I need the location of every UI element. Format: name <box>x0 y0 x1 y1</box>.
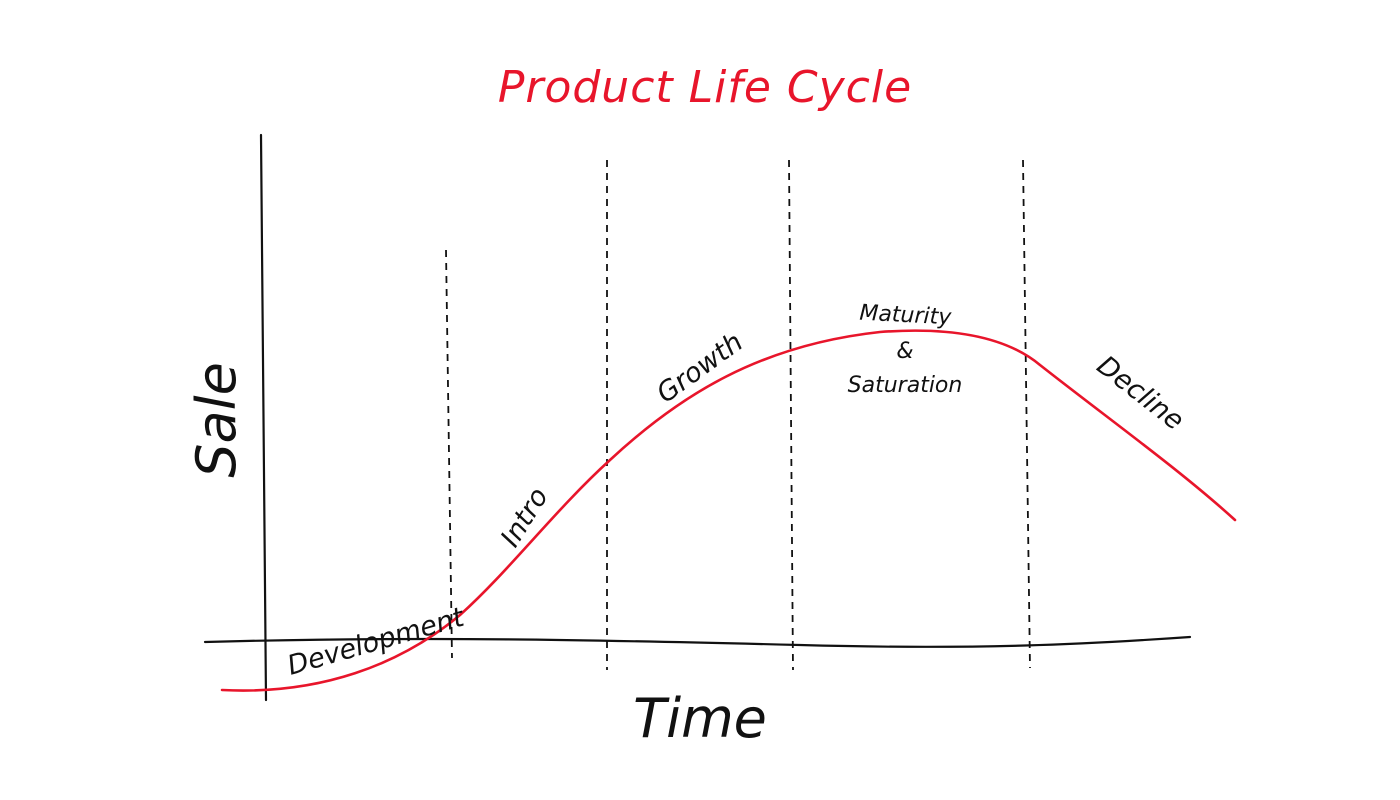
x-axis <box>203 635 1192 648</box>
stage-label-intro: Intro <box>495 482 555 552</box>
stage-label-ampersand: & <box>896 339 913 364</box>
x-axis-label: Time <box>633 687 767 750</box>
stage-label-maturity: Maturity <box>859 301 953 331</box>
stage-label-decline: Decline <box>1091 350 1190 437</box>
stage-label-development: Development <box>284 601 469 681</box>
divider-maturity-decline <box>1022 159 1031 669</box>
stage-label-growth: Growth <box>651 327 749 410</box>
stage-label-saturation: Saturation <box>848 373 963 398</box>
divider-development-intro <box>445 249 453 659</box>
divider-growth-maturity <box>788 159 794 671</box>
diagram-title: Product Life Cycle <box>498 62 912 113</box>
sales-curve <box>220 329 1237 692</box>
y-axis-label: Sale <box>185 362 248 478</box>
y-axis <box>259 133 268 702</box>
